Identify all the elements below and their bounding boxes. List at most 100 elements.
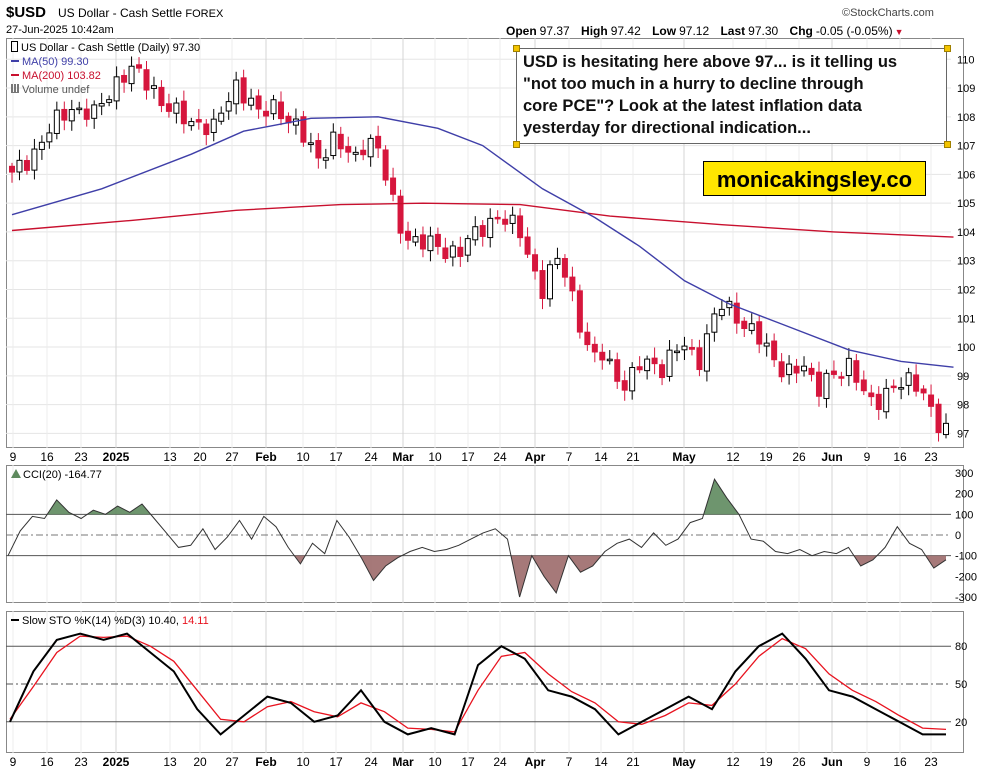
sto-y-tick-label: 20 bbox=[955, 717, 967, 729]
price-y-tick-label: 100 bbox=[957, 342, 975, 354]
candle-body bbox=[434, 233, 441, 247]
x-tick-label: 2025 bbox=[102, 450, 130, 464]
cci-panel[interactable]: 300 200 100 0 -100 -200 -300 CCI(20) -164.77 bbox=[6, 465, 977, 604]
description-text: US Dollar - Cash Settle bbox=[58, 6, 183, 20]
x-tick-label: Apr bbox=[524, 450, 546, 464]
x-tick-label: 16 bbox=[893, 755, 907, 769]
cci-y-tick-label: 300 bbox=[955, 468, 973, 480]
candle-body bbox=[793, 365, 800, 374]
ma50-line-icon bbox=[11, 60, 19, 62]
open-value: 97.37 bbox=[539, 24, 570, 38]
x-tick-label: 19 bbox=[759, 755, 773, 769]
candle-body bbox=[9, 165, 15, 173]
x-tick-label: 27 bbox=[225, 755, 239, 769]
price-chart: 97 98 99 100 101 102 103 104 105 106 107 108 109 110 bbox=[6, 38, 975, 448]
x-tick-label: 21 bbox=[626, 450, 640, 464]
candle-body bbox=[76, 107, 83, 111]
candle-body bbox=[517, 215, 524, 239]
candle-body bbox=[748, 323, 755, 331]
candle-body bbox=[771, 340, 778, 361]
x-tick-label: 19 bbox=[759, 450, 773, 464]
cci-y-tick-label: 0 bbox=[955, 530, 961, 542]
annotation-resize-handle[interactable] bbox=[944, 45, 951, 52]
candle-body bbox=[382, 149, 389, 181]
price-y-tick-label: 97 bbox=[957, 428, 969, 440]
x-tick-label: 23 bbox=[924, 755, 938, 769]
candle-body bbox=[569, 276, 576, 292]
candle-body bbox=[883, 387, 890, 413]
cci-overbought-fill bbox=[105, 504, 151, 515]
candle-body bbox=[853, 360, 860, 383]
price-y-tick-label: 108 bbox=[957, 112, 975, 124]
candle-body bbox=[136, 64, 143, 69]
candles bbox=[9, 56, 949, 442]
candle-body bbox=[756, 321, 763, 345]
chg-label: Chg bbox=[789, 24, 813, 38]
candle-body bbox=[83, 108, 90, 120]
x-tick-label: 7 bbox=[565, 450, 573, 464]
candle-body bbox=[315, 140, 322, 159]
annotation-line-4: yesterday for directional indication... bbox=[523, 119, 811, 137]
x-tick-label: Mar bbox=[392, 755, 414, 769]
candle-body bbox=[405, 230, 412, 241]
x-tick-label: 16 bbox=[40, 755, 54, 769]
x-tick-label: 13 bbox=[163, 450, 177, 464]
cci-y-tick-label: 200 bbox=[955, 489, 973, 501]
candle-body bbox=[778, 361, 785, 378]
candle-body bbox=[539, 270, 546, 299]
price-y-tick-label: 109 bbox=[957, 83, 975, 95]
annotation-box[interactable]: USD is hesitating here above 97... is it… bbox=[516, 48, 947, 144]
candle-body bbox=[502, 218, 509, 225]
annotation-resize-handle[interactable] bbox=[944, 141, 951, 148]
price-y-tick-label: 99 bbox=[957, 371, 969, 383]
candle-body bbox=[225, 101, 232, 112]
cci-y-tick-label: -200 bbox=[955, 571, 977, 583]
candle-body bbox=[801, 365, 808, 372]
x-tick-label: 27 bbox=[225, 450, 239, 464]
price-y-tick-label: 103 bbox=[957, 256, 975, 268]
candle-body bbox=[472, 226, 479, 241]
candle-body bbox=[165, 103, 172, 112]
candle-body bbox=[741, 320, 748, 330]
candle-body bbox=[464, 238, 471, 256]
candle-body bbox=[375, 135, 382, 149]
x-tick-label: Feb bbox=[255, 755, 277, 769]
legend-ma200-text: MA(200) 103.82 bbox=[22, 70, 101, 82]
sto-panel[interactable]: 80 50 20 Slow STO %K(14) %D(3) 10.40, 14.1… bbox=[6, 611, 967, 753]
candle-body bbox=[674, 350, 681, 354]
price-gridlines bbox=[6, 38, 951, 448]
legend-ma50-text: MA(50) 99.30 bbox=[22, 56, 89, 68]
candle-body bbox=[688, 346, 695, 350]
candle-body bbox=[561, 258, 568, 278]
last-label: Last bbox=[720, 24, 746, 38]
ticker-description: US Dollar - Cash Settle FOREX bbox=[58, 6, 223, 20]
candle-body bbox=[397, 195, 404, 234]
candle-body bbox=[255, 95, 262, 110]
candle-body bbox=[696, 347, 703, 371]
candle-body bbox=[898, 387, 905, 390]
cci-overbought-fill bbox=[47, 499, 73, 515]
x-tick-label: Jun bbox=[821, 450, 843, 464]
candle-body bbox=[68, 109, 75, 122]
x-tick-label: 23 bbox=[924, 450, 938, 464]
cci-oversold-fill bbox=[925, 555, 946, 569]
cci-y-tick-label: 100 bbox=[955, 509, 973, 521]
legend-ma50: MA(50) 99.30 bbox=[11, 55, 200, 69]
candle-body bbox=[890, 385, 897, 389]
cci-y-tick-label: -100 bbox=[955, 551, 977, 563]
annotation-resize-handle[interactable] bbox=[513, 45, 520, 52]
annotation-resize-handle[interactable] bbox=[513, 141, 520, 148]
candle-body bbox=[868, 392, 875, 398]
legend-main-text: US Dollar - Cash Settle (Daily) 97.30 bbox=[21, 42, 201, 54]
stockcharts-logo: ©StockCharts.com bbox=[842, 7, 934, 19]
price-y-tick-label: 106 bbox=[957, 169, 975, 181]
x-tick-label: 10 bbox=[428, 755, 442, 769]
candle-body bbox=[487, 217, 494, 239]
price-y-tick-label: 101 bbox=[957, 313, 975, 325]
sto-y-tick-label: 50 bbox=[955, 679, 967, 691]
legend-main: US Dollar - Cash Settle (Daily) 97.30 bbox=[11, 41, 200, 55]
candle-body bbox=[218, 112, 225, 122]
low-value: 97.12 bbox=[679, 24, 710, 38]
x-tick-label: 26 bbox=[792, 755, 806, 769]
last-value: 97.30 bbox=[748, 24, 779, 38]
